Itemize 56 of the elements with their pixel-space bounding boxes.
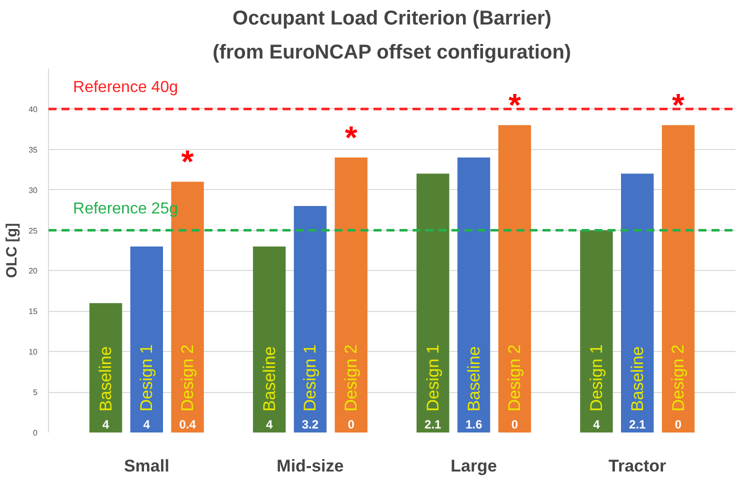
annotation: 1.6 xyxy=(465,417,482,432)
x-tick-label: Small xyxy=(124,456,170,476)
annotation: Design 2 xyxy=(342,344,361,412)
y-tick-label: 10 xyxy=(28,348,38,357)
annotation: Design 1 xyxy=(586,344,606,412)
annotation: 0.4 xyxy=(179,417,196,432)
annotation: 0 xyxy=(511,417,518,432)
bar xyxy=(621,174,654,432)
annotation: * xyxy=(344,119,358,156)
x-tick-label: Large xyxy=(450,456,497,476)
annotation: 0 xyxy=(348,417,355,432)
annotation: 2.1 xyxy=(424,417,442,432)
y-tick-label: 30 xyxy=(28,186,38,195)
y-tick-label: 35 xyxy=(28,145,38,154)
annotation: 4 xyxy=(102,417,110,432)
annotation: Baseline xyxy=(96,346,116,412)
y-tick-label: 0 xyxy=(33,428,38,438)
annotation: Design 2 xyxy=(668,344,688,412)
annotation: Design 1 xyxy=(300,344,320,412)
y-tick-label: 15 xyxy=(28,307,38,316)
y-tick-label: 20 xyxy=(28,266,38,276)
x-tick-label: Mid-size xyxy=(276,456,344,476)
annotation: Design 2 xyxy=(178,344,198,412)
y-tick-label: 5 xyxy=(33,388,38,398)
chart-title: Occupant Load Criterion (Barrier) xyxy=(232,8,552,30)
bar xyxy=(252,246,286,432)
bar xyxy=(416,174,450,432)
bar xyxy=(334,157,368,432)
annotation: Baseline xyxy=(628,346,647,412)
chart-subtitle: (from EuroNCAP offset configuration) xyxy=(212,42,572,64)
y-tick-label: 25 xyxy=(28,226,38,236)
annotation: Design 1 xyxy=(423,344,442,412)
annotation: 4 xyxy=(143,417,150,432)
bar xyxy=(89,303,122,432)
x-tick-label: Tractor xyxy=(608,456,667,476)
annotation: Design 1 xyxy=(137,344,156,412)
bar xyxy=(580,230,613,432)
y-axis-title: OLC [g] xyxy=(4,223,21,278)
bar xyxy=(457,157,490,432)
annotation: 2.1 xyxy=(629,417,646,432)
annotation: Design 2 xyxy=(505,344,524,412)
annotation: 4 xyxy=(266,417,273,432)
bar xyxy=(662,125,695,432)
annotation: 4 xyxy=(593,417,600,432)
annotation: * xyxy=(508,87,522,124)
y-tick-label: 40 xyxy=(28,104,38,114)
annotation: Baseline xyxy=(464,346,484,412)
annotation: 3.2 xyxy=(302,417,319,432)
bar xyxy=(130,246,163,432)
annotation: * xyxy=(181,144,194,180)
annotation: 0 xyxy=(674,417,682,432)
bar xyxy=(294,206,327,432)
annotation: Baseline xyxy=(260,346,279,412)
annotation: * xyxy=(672,87,686,124)
ref-line-label: Reference 40g xyxy=(73,78,178,96)
bar xyxy=(498,125,532,432)
